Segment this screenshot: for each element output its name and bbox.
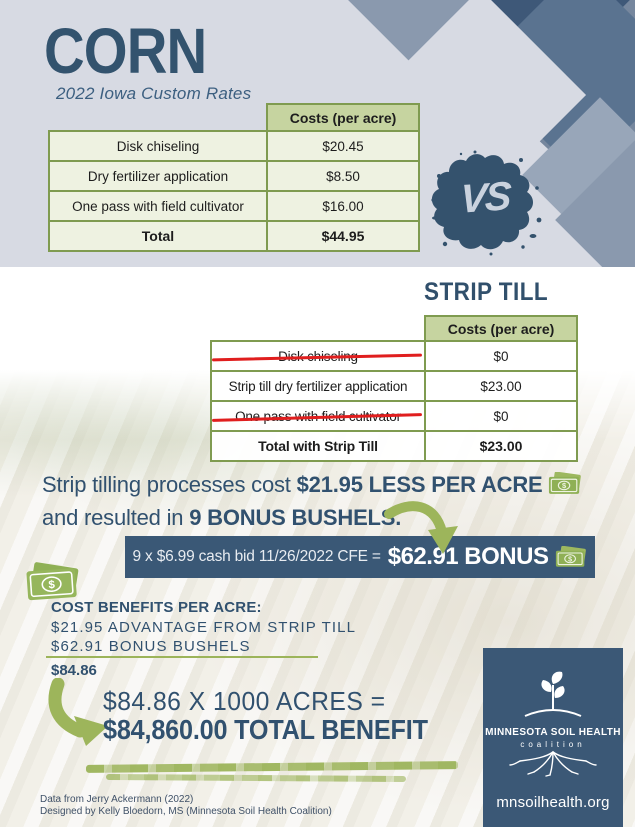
- row-label-struck: Disk chiseling: [210, 340, 426, 372]
- benefits-bonus-line: $62.91 BONUS BUSHELS: [51, 638, 251, 655]
- benefits-advantage-line: $21.95 ADVANTAGE FROM STRIP TILL: [51, 619, 357, 636]
- roots-icon: [509, 751, 597, 777]
- row-value: $0: [424, 340, 578, 372]
- row-label: Strip till dry fertilizer application: [210, 370, 426, 402]
- table-row: Disk chiseling $20.45: [48, 130, 420, 162]
- row-value: $44.95: [266, 220, 420, 252]
- dollar-glyph: $: [563, 481, 568, 490]
- row-value: $8.50: [266, 160, 420, 192]
- savings-paragraph: Strip tilling processes cost $21.95 LESS…: [42, 470, 602, 533]
- row-value: $23.00: [424, 430, 578, 462]
- column-header: Costs (per acre): [266, 103, 420, 132]
- credit-line: Data from Jerry Ackermann (2022): [40, 794, 194, 805]
- conventional-cost-table: Costs (per acre) Disk chiseling $20.45 D…: [48, 103, 420, 252]
- benefits-heading: COST BENEFITS PER ACRE:: [51, 599, 262, 616]
- table-total-row: Total with Strip Till $23.00: [210, 430, 578, 462]
- dollar-glyph: $: [569, 555, 573, 563]
- bonus-banner: 9 x $6.99 cash bid 11/26/2022 CFE = $62.…: [125, 536, 595, 578]
- row-value: $0: [424, 400, 578, 432]
- table-header-row: Costs (per acre): [211, 315, 578, 342]
- credit-line: Designed by Kelly Bloedorn, MS (Minnesot…: [40, 806, 332, 817]
- column-header: Costs (per acre): [424, 315, 578, 342]
- org-name: MINNESOTA SOIL HEALTH: [485, 727, 621, 738]
- row-label-struck: One pass with field cultivator: [210, 400, 426, 432]
- total-benefit-line: $84,860.00 TOTAL BENEFIT: [103, 714, 428, 745]
- savings-line2-emphasis: 9 BONUS BUSHELS.: [189, 505, 402, 530]
- strip-till-heading: STRIP TILL: [424, 278, 549, 306]
- vs-label: VS: [459, 174, 511, 222]
- row-label: Disk chiseling: [48, 130, 268, 162]
- curved-arrow-icon: [384, 501, 458, 554]
- cash-bill-icon: $: [548, 471, 582, 503]
- table-header-row: Costs (per acre): [49, 103, 420, 132]
- org-logo-panel: MINNESOTA SOIL HEALTH coalition mnsoilhe…: [483, 648, 623, 827]
- curved-down-arrow-icon: [48, 678, 108, 746]
- empty-cell: [211, 316, 425, 341]
- empty-cell: [49, 104, 267, 131]
- row-label: Dry fertilizer application: [48, 160, 268, 192]
- cash-bill-icon: $: [555, 546, 587, 568]
- banner-formula-text: 9 x $6.99 cash bid 11/26/2022 CFE =: [132, 548, 381, 565]
- row-value: $20.45: [266, 130, 420, 162]
- sum-divider-line: [46, 656, 318, 658]
- row-value: $23.00: [424, 370, 578, 402]
- vs-badge: VS: [425, 148, 545, 258]
- banner-bonus-amount: $62.91 BONUS: [387, 543, 549, 570]
- table-row: Strip till dry fertilizer application $2…: [210, 370, 578, 402]
- cash-stack-icon: $: [24, 560, 82, 609]
- credits: Data from Jerry Ackermann (2022) Designe…: [40, 794, 332, 818]
- org-subname: coalition: [520, 740, 586, 749]
- table-row: Dry fertilizer application $8.50: [48, 160, 420, 192]
- row-label: Total with Strip Till: [210, 430, 426, 462]
- strip-till-cost-table: Costs (per acre) Disk chiseling $0 Strip…: [210, 315, 578, 462]
- row-label: One pass with field cultivator: [48, 190, 268, 222]
- row-label: Total: [48, 220, 268, 252]
- savings-line1-prefix: Strip tilling processes cost: [42, 472, 297, 497]
- table-row: One pass with field cultivator $0: [210, 400, 578, 432]
- row-value: $16.00: [266, 190, 420, 222]
- dollar-glyph: $: [48, 579, 56, 591]
- savings-line2-prefix: and resulted in: [42, 505, 190, 530]
- table-row: One pass with field cultivator $16.00: [48, 190, 420, 222]
- website-link[interactable]: mnsoilhealth.org: [496, 794, 610, 811]
- multiplier-line: $84.86 X 1000 ACRES =: [103, 686, 386, 716]
- page-title: CORN: [44, 15, 207, 87]
- table-row: Disk chiseling $0: [210, 340, 578, 372]
- page-subtitle: 2022 Iowa Custom Rates: [56, 84, 252, 103]
- paint-splatter-icon: [431, 150, 542, 256]
- sprout-icon: [524, 671, 582, 717]
- table-total-row: Total $44.95: [48, 220, 420, 252]
- savings-line1-emphasis: $21.95 LESS PER ACRE: [296, 472, 543, 497]
- benefits-subtotal: $84.86: [51, 662, 97, 679]
